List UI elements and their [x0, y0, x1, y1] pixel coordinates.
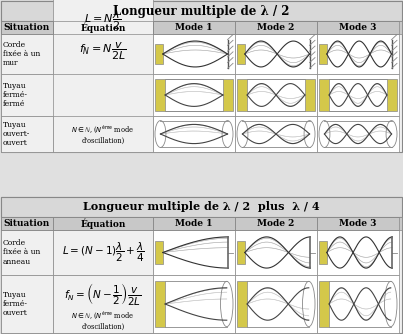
Text: Tuyau
fermé-
ouvert: Tuyau fermé- ouvert: [3, 291, 28, 317]
Bar: [235, 116, 317, 152]
Bar: [1, 275, 53, 333]
Bar: [153, 275, 235, 333]
Bar: [235, 21, 317, 34]
Bar: [53, 217, 153, 230]
Text: Équation: Équation: [80, 22, 126, 33]
Bar: [53, 116, 153, 152]
Text: Mode 3: Mode 3: [339, 23, 377, 32]
Bar: [153, 21, 235, 34]
Bar: [153, 34, 235, 74]
Bar: [53, 0, 153, 74]
Bar: [1, 116, 53, 152]
Bar: [235, 34, 317, 74]
Bar: [223, 79, 233, 111]
Text: $N \in \mathbb{N}$, ($N^{\mathrm{\grave{e}me}}$ mode
d'oscillation): $N \in \mathbb{N}$, ($N^{\mathrm{\grave{…: [71, 124, 135, 144]
Bar: [155, 79, 165, 111]
Bar: [1, 21, 402, 34]
Bar: [1, 1, 402, 21]
Text: Équation: Équation: [80, 218, 126, 229]
Bar: [305, 79, 315, 111]
Text: Situation: Situation: [4, 219, 50, 228]
Bar: [319, 44, 327, 64]
Bar: [319, 79, 329, 111]
Bar: [153, 217, 235, 230]
Bar: [317, 230, 399, 275]
Bar: [235, 74, 317, 116]
Bar: [1, 217, 402, 230]
Bar: [317, 74, 399, 116]
Bar: [155, 281, 165, 327]
Text: Tuyau
fermé-
fermé: Tuyau fermé- fermé: [3, 82, 28, 108]
Bar: [1, 34, 53, 74]
Bar: [1, 74, 53, 116]
Bar: [237, 281, 247, 327]
Text: Mode 2: Mode 2: [257, 23, 295, 32]
Bar: [1, 217, 53, 230]
Text: Longueur multiple de λ / 2: Longueur multiple de λ / 2: [113, 4, 290, 17]
Text: Situation: Situation: [4, 23, 50, 32]
Bar: [237, 79, 247, 111]
Bar: [1, 197, 402, 217]
Text: $L = N\dfrac{\lambda}{2}$: $L = N\dfrac{\lambda}{2}$: [84, 9, 122, 32]
Bar: [1, 197, 402, 333]
Bar: [53, 230, 153, 275]
Text: $L = (N-1)\dfrac{\lambda}{2}+\dfrac{\lambda}{4}$: $L = (N-1)\dfrac{\lambda}{2}+\dfrac{\lam…: [62, 241, 144, 264]
Bar: [1, 21, 53, 34]
Text: Longueur multiple de λ / 2  plus  λ / 4: Longueur multiple de λ / 2 plus λ / 4: [83, 201, 320, 212]
Bar: [53, 21, 153, 34]
Bar: [317, 275, 399, 333]
Text: $f_N = \left(N-\dfrac{1}{2}\right)\dfrac{v}{2L}$: $f_N = \left(N-\dfrac{1}{2}\right)\dfrac…: [64, 281, 142, 307]
Bar: [317, 21, 399, 34]
Bar: [235, 275, 317, 333]
Bar: [235, 230, 317, 275]
Text: Tuyau
ouvert-
ouvert: Tuyau ouvert- ouvert: [3, 121, 30, 147]
Bar: [317, 217, 399, 230]
Bar: [235, 217, 317, 230]
Bar: [155, 241, 163, 264]
Bar: [53, 275, 153, 333]
Text: Mode 1: Mode 1: [175, 23, 213, 32]
Bar: [153, 74, 235, 116]
Bar: [155, 44, 163, 64]
Text: Mode 3: Mode 3: [339, 219, 377, 228]
Text: Mode 1: Mode 1: [175, 219, 213, 228]
Text: Corde
fixée à un
mur: Corde fixée à un mur: [3, 41, 40, 67]
Bar: [153, 116, 235, 152]
Bar: [319, 241, 327, 264]
Bar: [387, 79, 397, 111]
Text: $f_N = N\dfrac{v}{2L}$: $f_N = N\dfrac{v}{2L}$: [79, 40, 127, 62]
Bar: [153, 230, 235, 275]
Text: Corde
fixée à un
anneau: Corde fixée à un anneau: [3, 239, 40, 266]
Bar: [237, 44, 245, 64]
Text: Mode 2: Mode 2: [257, 219, 295, 228]
Bar: [237, 241, 245, 264]
Bar: [317, 116, 399, 152]
Text: $N \in \mathbb{N}$, ($N^{\mathrm{\grave{e}me}}$ mode
d'oscillation): $N \in \mathbb{N}$, ($N^{\mathrm{\grave{…: [71, 310, 135, 331]
Bar: [317, 34, 399, 74]
Bar: [1, 230, 53, 275]
Bar: [319, 281, 329, 327]
Bar: [1, 1, 402, 152]
